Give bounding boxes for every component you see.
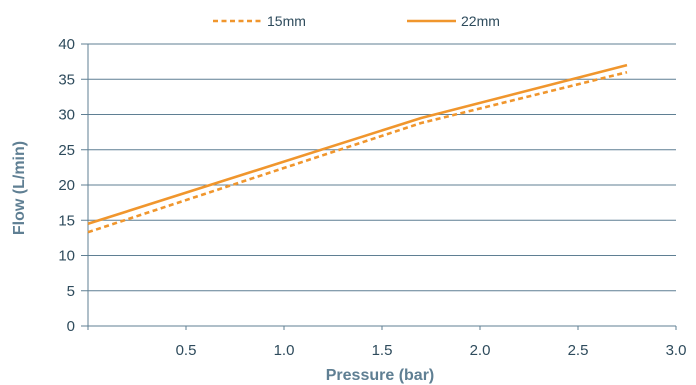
legend-label-15mm: 15mm bbox=[267, 13, 306, 29]
x-axis-title: Pressure (bar) bbox=[326, 367, 435, 384]
x-tick-label: 1.0 bbox=[274, 342, 295, 359]
x-tick-label: 2.5 bbox=[568, 342, 589, 359]
x-tick-label: 2.0 bbox=[470, 342, 491, 359]
y-tick-label: 35 bbox=[58, 71, 75, 88]
legend: 15mm 22mm bbox=[213, 13, 500, 29]
series-lines bbox=[87, 63, 628, 234]
legend-label-22mm: 22mm bbox=[461, 13, 500, 29]
x-tick-label: 3.0 bbox=[666, 342, 687, 359]
y-axis-title: Flow (L/min) bbox=[11, 141, 28, 235]
y-tick-label: 0 bbox=[67, 318, 75, 335]
series-line-15mm bbox=[87, 70, 628, 234]
y-tick-label: 20 bbox=[58, 177, 75, 194]
x-tick-label: 1.5 bbox=[372, 342, 393, 359]
y-tick-label: 25 bbox=[58, 142, 75, 159]
axes: 0 5 10 15 20 25 30 35 40 0.5 1.0 1.5 2.0 2.5 3.0 bbox=[58, 36, 686, 359]
x-tick-label: 0.5 bbox=[176, 342, 197, 359]
series-line-22mm bbox=[87, 63, 628, 226]
y-tick-label: 5 bbox=[67, 283, 75, 300]
y-tick-label: 30 bbox=[58, 107, 75, 124]
y-tick-label: 40 bbox=[58, 36, 75, 53]
y-tick-label: 10 bbox=[58, 248, 75, 265]
grid-lines bbox=[88, 43, 676, 292]
y-tick-label: 15 bbox=[58, 212, 75, 229]
